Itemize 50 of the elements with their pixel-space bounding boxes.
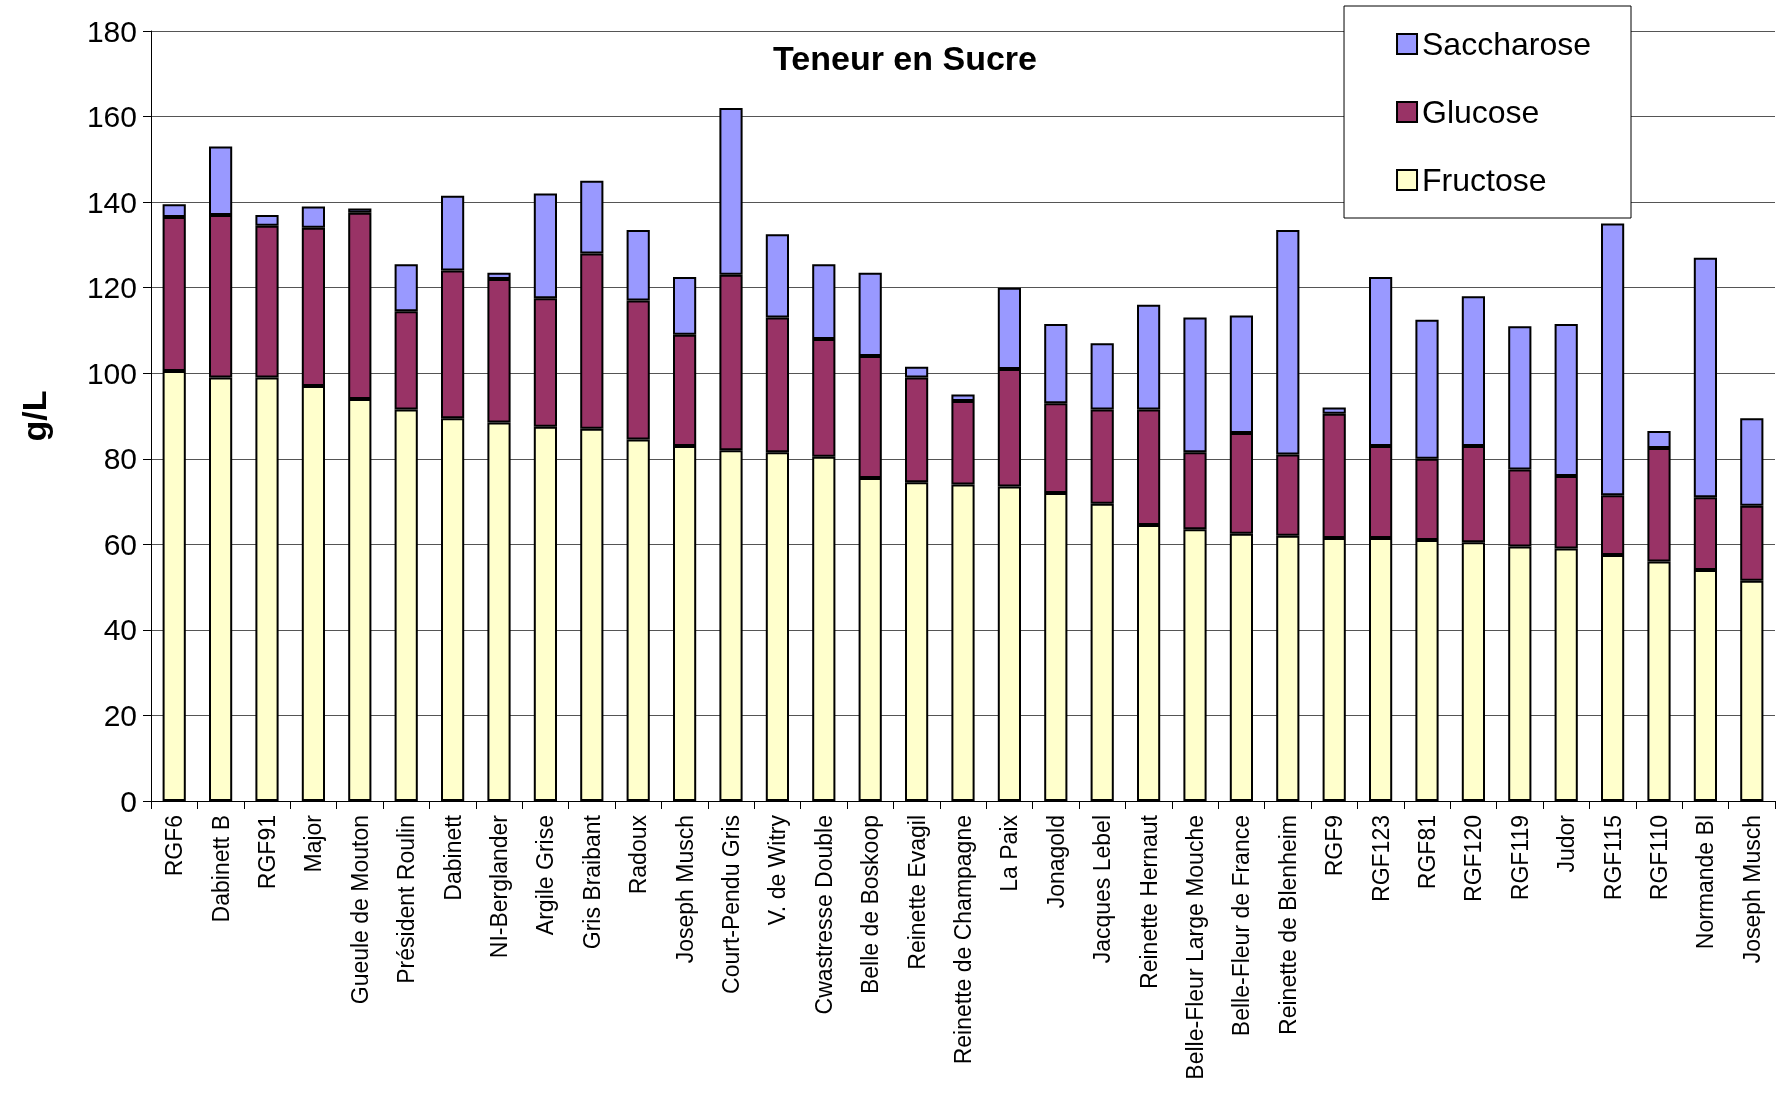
x-tick-label: Belle-Fleur Large Mouche [1182,815,1208,1080]
x-tick-label: Belle-Fleur de France [1228,815,1255,1037]
y-tick-label: 80 [103,442,137,476]
legend-label: Fructose [1422,162,1547,198]
y-axis-title: g/L [15,390,53,442]
x-tick-label: Joseph Musch [1738,815,1765,964]
x-tick-label: La Paix [996,814,1023,892]
x-tick-label: V. de Witry [764,814,791,926]
x-tick-label: RGF6 [161,815,188,877]
x-tick-label: Gueule de Mouton [346,815,373,1005]
x-tick-label: RGF115 [1599,815,1626,901]
x-tick-label: Dabinett B [207,815,234,923]
x-tick-label: NI-Berglander [486,814,512,959]
x-tick-label: Reinette de Blenheim [1274,815,1301,1035]
y-tick-label: 20 [103,698,137,732]
legend-label: Glucose [1422,94,1540,130]
x-tick-label: Judor [1553,814,1580,873]
x-tick-label: RGF81 [1414,815,1440,890]
y-tick-label: 120 [86,271,137,305]
x-tick-label: RGF91 [254,815,280,890]
x-tick-label: Reinette Hernaut [1135,814,1162,989]
x-tick-label: Cwastresse Double [810,815,837,1015]
x-tick-label: Belle de Boskoop [857,815,884,995]
x-tick-label: Normande Bl [1692,815,1719,950]
y-tick-label: 180 [86,14,137,48]
y-tick-label: 60 [103,527,137,561]
x-tick-label: RGF119 [1506,815,1533,901]
y-tick-label: 140 [86,185,137,219]
x-tick-label: Joseph Musch [671,815,698,964]
x-tick-label: Reinette de Champagne [950,815,976,1065]
x-tick-label: RGF123 [1367,815,1394,902]
x-tick-label: Jacques Lebel [1089,815,1116,964]
y-tick-label: 100 [86,356,137,390]
legend-label: Saccharose [1422,26,1591,62]
x-tick-label: Gris Braibant [578,814,605,950]
y-tick-label: 160 [86,100,137,134]
x-tick-label: Major [300,814,327,873]
x-tick-label: Reinette Evagil [903,815,930,970]
y-tick-label: 40 [103,613,137,647]
x-tick-label: Président Roulin [393,815,420,984]
chart-title: Teneur en Sucre [773,39,1037,77]
x-tick-label: Argile Grise [532,815,559,936]
x-tick-label: Court-Pendu Gris [718,815,744,994]
x-tick-label: RGF120 [1460,815,1487,902]
x-tick-label: Jonagold [1042,815,1069,909]
x-tick-label: RGF110 [1646,815,1672,901]
x-tick-label: Dabinett [439,814,466,901]
x-tick-label: Radoux [625,814,652,895]
x-tick-label: RGF9 [1321,815,1348,877]
y-tick-label: 0 [120,784,137,818]
